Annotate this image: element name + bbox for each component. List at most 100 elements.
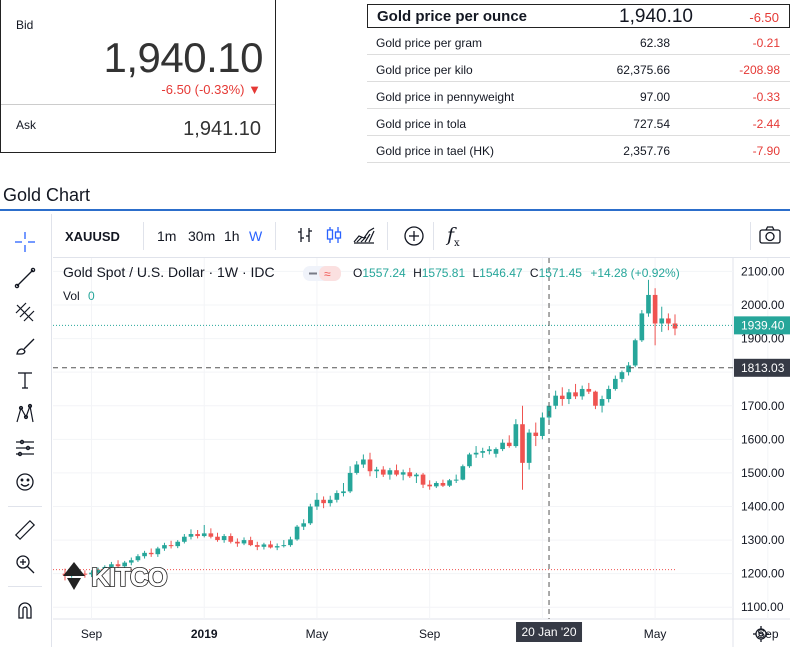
y-tick-label: 1500.00 (741, 466, 785, 480)
indicators-button[interactable]: fx (447, 224, 460, 249)
interval-w[interactable]: W (249, 228, 263, 244)
candle-body (175, 541, 181, 547)
candle-body (89, 572, 94, 575)
y-tick-label: 2000.00 (741, 298, 785, 312)
y-tick-label: 1400.00 (741, 500, 785, 514)
legend-close: 1571.45 (539, 266, 583, 280)
candle-body (440, 482, 446, 486)
fib-icon[interactable] (11, 298, 39, 326)
kitco-logo: KITCO (63, 561, 169, 593)
chart-canvas[interactable]: 1100.00 1200.00 1300.00 1400.00 1500.00 1600.… (53, 258, 790, 647)
bars-icon[interactable] (296, 226, 314, 247)
candle-body (599, 399, 605, 406)
y-tick-label: 1700.00 (741, 399, 785, 413)
candle-body (135, 556, 141, 561)
text-icon[interactable] (11, 366, 39, 394)
area-icon[interactable] (353, 226, 375, 247)
symbol-search[interactable]: XAUUSD (65, 229, 120, 244)
ruler-icon[interactable] (11, 516, 39, 544)
section-title: Gold Chart (3, 185, 91, 205)
legend-l-label: L (472, 266, 479, 280)
vol-value: 0 (88, 289, 95, 303)
candle-body (334, 493, 340, 500)
y-tick-label: 1100.00 (741, 600, 784, 614)
candle-body (493, 449, 499, 454)
candle-body (500, 442, 505, 450)
emoji-icon[interactable] (11, 468, 39, 496)
candle-body (221, 536, 227, 541)
candle-body (453, 479, 459, 481)
compare-toggle[interactable] (319, 266, 341, 281)
price-label: Gold price in tael (HK) (376, 144, 495, 158)
settings-icon[interactable] (753, 626, 769, 642)
price-row: Gold price per kilo 62,375.66 -208.98 (367, 55, 790, 82)
candle-body (288, 539, 293, 546)
price-change: -7.90 (752, 144, 780, 158)
candle-body (354, 464, 360, 473)
brush-icon[interactable] (11, 332, 39, 360)
candle-body (122, 562, 127, 567)
candle-body (374, 469, 379, 472)
toolbar-separator (387, 222, 388, 250)
price-change: -6.50 (749, 10, 779, 25)
interval-1h[interactable]: 1h (224, 228, 240, 244)
candle-body (188, 534, 194, 537)
candle-body (626, 365, 631, 373)
candle-body (420, 474, 426, 485)
wave-icon: ≈ (324, 267, 331, 281)
price-change: -0.33 (752, 90, 780, 104)
price-value: 1,940.10 (619, 6, 693, 27)
candle-body (433, 482, 439, 487)
x-tick-label: May (306, 627, 329, 641)
trend-line-icon[interactable] (11, 264, 39, 292)
ask-value: 1,941.10 (183, 118, 261, 140)
crosshair-icon[interactable] (11, 228, 39, 256)
price-row: Gold price in tael (HK) 2,357.76 -7.90 (367, 136, 790, 163)
plus-circle-icon[interactable] (403, 225, 425, 250)
camera-icon[interactable] (759, 226, 781, 247)
magnet-icon[interactable] (11, 596, 39, 624)
crosshair-price-tag (734, 358, 790, 377)
candle-body (82, 573, 88, 575)
candle-body (301, 523, 307, 527)
price-label: Gold price per kilo (376, 63, 473, 77)
candles-icon[interactable] (325, 226, 343, 247)
candle-body (473, 452, 479, 455)
candle-body (115, 564, 121, 567)
interval-30m[interactable]: 30m (188, 228, 216, 244)
candle-body (274, 546, 280, 548)
candle-body (513, 424, 519, 447)
toolbar-divider (8, 586, 42, 587)
candle-body (672, 323, 678, 329)
candle-body (659, 318, 665, 324)
x-tick-label: May (644, 627, 667, 641)
section-divider (0, 209, 790, 211)
x-tick-label: Sep (81, 627, 103, 641)
price-label: Gold price per ounce (377, 8, 528, 25)
pattern-icon[interactable] (11, 400, 39, 428)
candle-body (168, 545, 174, 547)
candle-body (480, 451, 486, 453)
price-change: -2.44 (752, 117, 780, 131)
legend-high: 1575.81 (422, 266, 466, 280)
candle-body (347, 472, 353, 492)
measure-icon[interactable] (11, 434, 39, 462)
bid-label: Bid (16, 18, 34, 32)
candle-body (606, 388, 612, 400)
candle-body (281, 545, 287, 547)
candle-body (632, 340, 638, 366)
candle-body (95, 569, 101, 573)
legend-title: Gold Spot / U.S. Dollar · 1W · IDC (63, 264, 275, 280)
price-row: Gold price in pennyweight 97.00 -0.33 (367, 82, 790, 109)
bid-change-text: -6.50 (-0.33%) (161, 82, 245, 97)
candle-body (553, 395, 558, 406)
candle-body (506, 442, 512, 447)
zoom-icon[interactable] (11, 550, 39, 578)
interval-1m[interactable]: 1m (157, 228, 177, 244)
candle-body (361, 459, 366, 465)
chart-widget: XAUUSD 1m 30m 1h W fx (0, 214, 790, 647)
candle-body (387, 470, 393, 475)
candle-body (201, 533, 207, 537)
candle-body (533, 432, 539, 436)
